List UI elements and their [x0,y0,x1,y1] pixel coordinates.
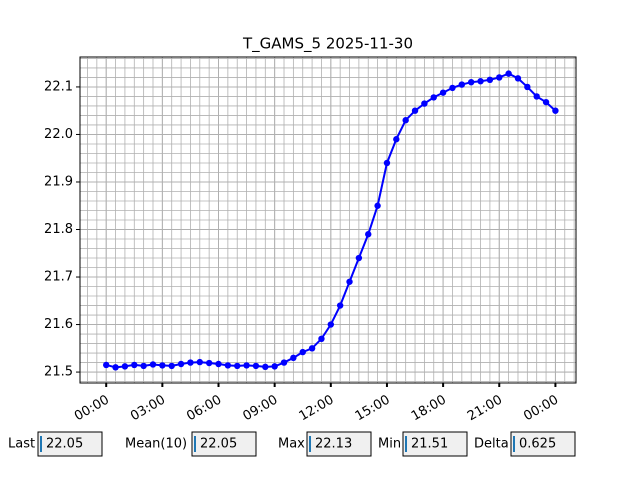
stat-box[interactable] [510,431,576,457]
stat-label: Delta [474,437,509,452]
stat-box[interactable] [191,431,257,457]
data-point [177,360,185,368]
data-point [486,76,494,84]
data-point [271,363,278,370]
data-point [121,363,129,370]
data-point [299,348,306,356]
stat-value: 22.13 [315,437,352,452]
data-point [149,361,157,368]
data-point [280,359,288,366]
data-point [318,335,325,343]
data-point [365,231,372,238]
stat-label: Mean(10) [125,437,187,452]
axes-frame [79,56,577,384]
stat-value: 21.51 [411,437,448,452]
data-point [205,359,213,367]
stat-value: 0.625 [519,437,556,452]
data-point [524,83,531,91]
data-point [421,100,428,107]
data-point [374,202,381,209]
y-tick-label: 21.8 [44,222,73,237]
data-point [552,107,559,114]
data-point [215,360,222,368]
data-point [477,78,484,85]
data-point [234,362,241,370]
data-point [112,364,119,371]
data-point [533,93,540,100]
data-point [243,362,250,369]
data-point [430,94,437,101]
data-point [103,361,110,369]
data-point [467,78,475,86]
stat-label: Max [278,437,305,452]
data-point [252,362,260,370]
stat-box[interactable] [37,431,103,457]
stat-box[interactable] [306,431,372,457]
y-tick-label: 22.0 [44,127,73,142]
data-point [140,362,147,370]
stat-label: Last [8,437,35,452]
data-point [411,107,419,114]
data-point [383,159,391,167]
chart-title: T_GAMS_5 2025-11-30 [242,35,413,54]
stat-label: Min [378,437,401,452]
data-point [336,302,344,309]
data-point [308,345,316,352]
data-point [346,278,353,285]
data-point [496,74,503,81]
y-tick-label: 21.9 [44,174,73,189]
data-point [159,362,166,369]
data-point [290,354,297,362]
data-point [187,359,194,366]
y-tick-label: 21.5 [44,365,73,380]
data-point [355,254,363,262]
data-point [327,321,335,328]
data-point [458,81,466,88]
data-point [439,89,447,96]
data-point [196,358,203,366]
data-point [449,84,456,92]
y-tick-label: 21.6 [44,317,73,332]
stat-box[interactable] [402,431,468,457]
data-point [505,70,512,77]
stat-value: 22.05 [46,437,83,452]
y-tick-label: 22.1 [44,79,73,94]
data-point [168,362,175,370]
data-point [131,361,138,369]
data-point [514,75,522,82]
data-point [402,117,409,124]
data-point [224,362,232,369]
data-point [542,98,550,106]
y-tick-label: 21.7 [44,270,73,285]
data-point [393,136,400,143]
stat-value: 22.05 [200,437,237,452]
data-point [262,363,269,371]
